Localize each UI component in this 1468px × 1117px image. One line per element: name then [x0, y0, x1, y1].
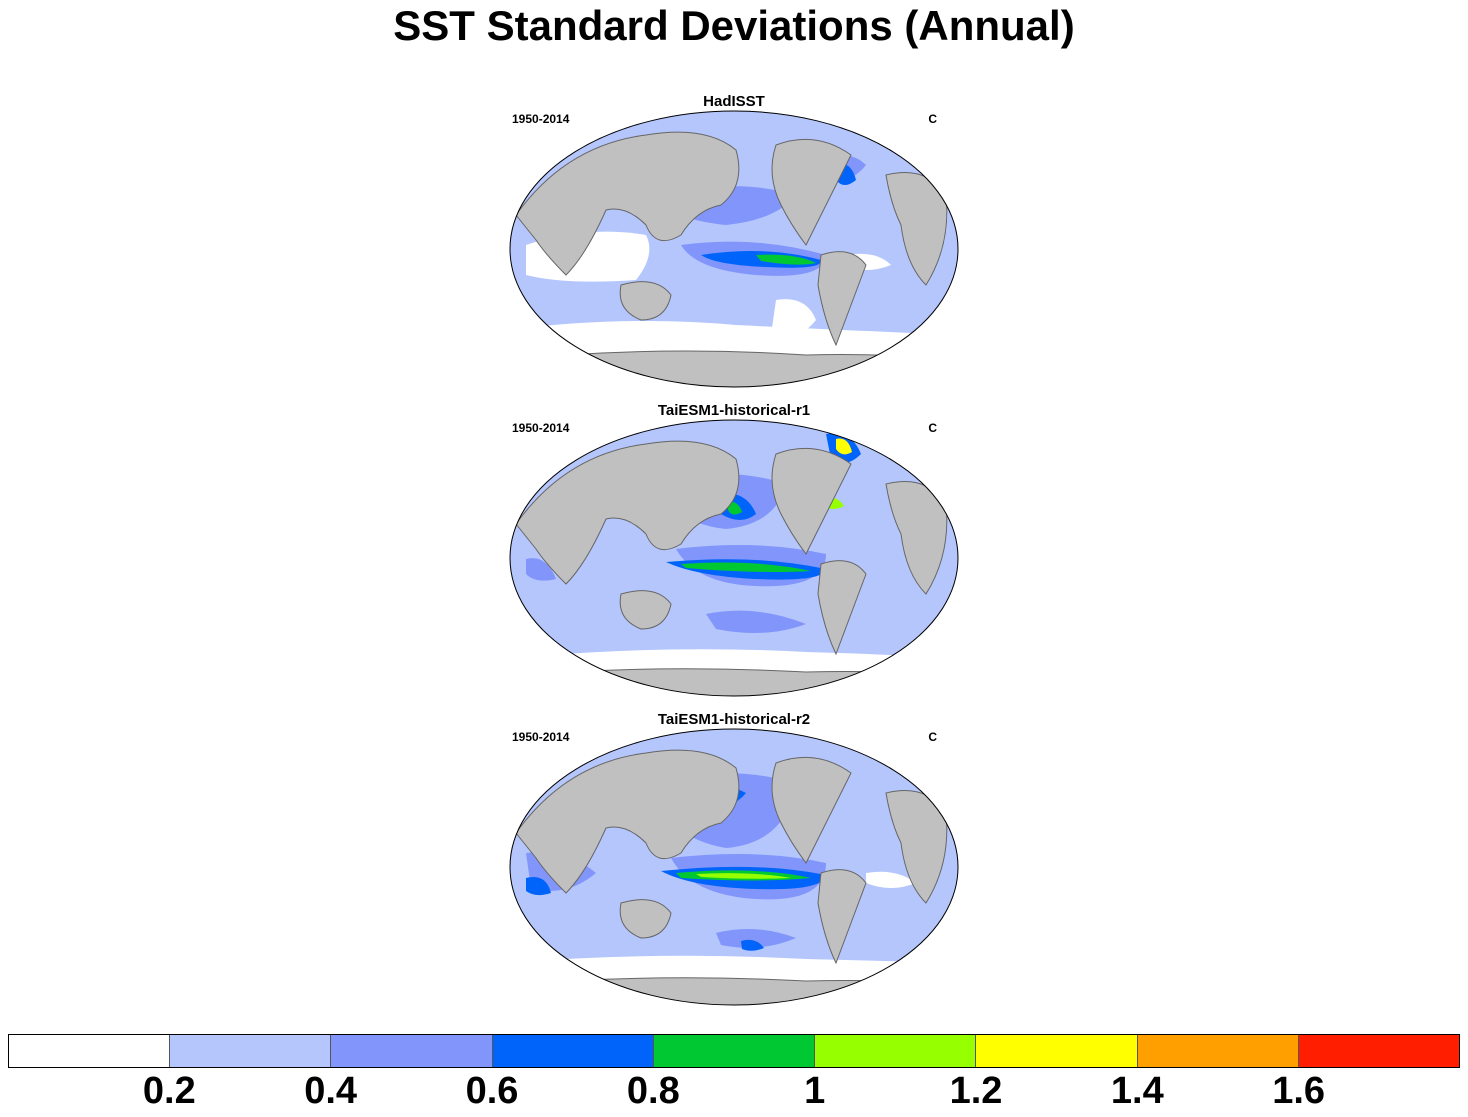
units-label: C: [928, 730, 937, 744]
colorbar-box: [976, 1035, 1138, 1067]
colorbar: [8, 1034, 1460, 1068]
colorbar-tick-label: 1.6: [1272, 1070, 1326, 1112]
map-panel-taiesm1-r2: TaiESM1-historical-r2 1950-2014 C: [506, 711, 962, 1011]
panel-title: TaiESM1-historical-r2: [657, 711, 811, 728]
sst-map: [509, 419, 959, 697]
map-panel-taiesm1-r1: TaiESM1-historical-r1 1950-2014 C: [506, 402, 962, 702]
period-label: 1950-2014: [512, 730, 570, 744]
panel-title: HadISST: [703, 93, 765, 110]
colorbar-tick-label: 0.2: [142, 1070, 196, 1112]
colorbar-tick-label: 0.6: [465, 1070, 519, 1112]
colorbar-box: [492, 1035, 654, 1067]
colorbar-box: [1298, 1035, 1459, 1067]
colorbar-tick-label: 0.4: [304, 1070, 358, 1112]
map-panel-hadisst: HadISST 1950-2014 C: [506, 93, 962, 393]
colorbar-box: [653, 1035, 816, 1067]
colorbar-box: [815, 1035, 977, 1067]
period-label: 1950-2014: [512, 112, 570, 126]
colorbar-box: [331, 1035, 493, 1067]
colorbar-tick-label: 0.8: [626, 1070, 680, 1112]
colorbar-tick-label: 1: [804, 1070, 826, 1112]
units-label: C: [928, 421, 937, 435]
colorbar-tick-label: 1.2: [949, 1070, 1003, 1112]
page-title: SST Standard Deviations (Annual): [393, 2, 1075, 49]
sst-map: [509, 110, 959, 388]
colorbar-box: [170, 1035, 332, 1067]
sst-map: [509, 728, 959, 1006]
colorbar-tick-label: 1.4: [1110, 1070, 1164, 1112]
units-label: C: [928, 112, 937, 126]
panel-title: TaiESM1-historical-r1: [657, 402, 811, 419]
period-label: 1950-2014: [512, 421, 570, 435]
colorbar-box: [1137, 1035, 1299, 1067]
colorbar-box: [9, 1035, 171, 1067]
